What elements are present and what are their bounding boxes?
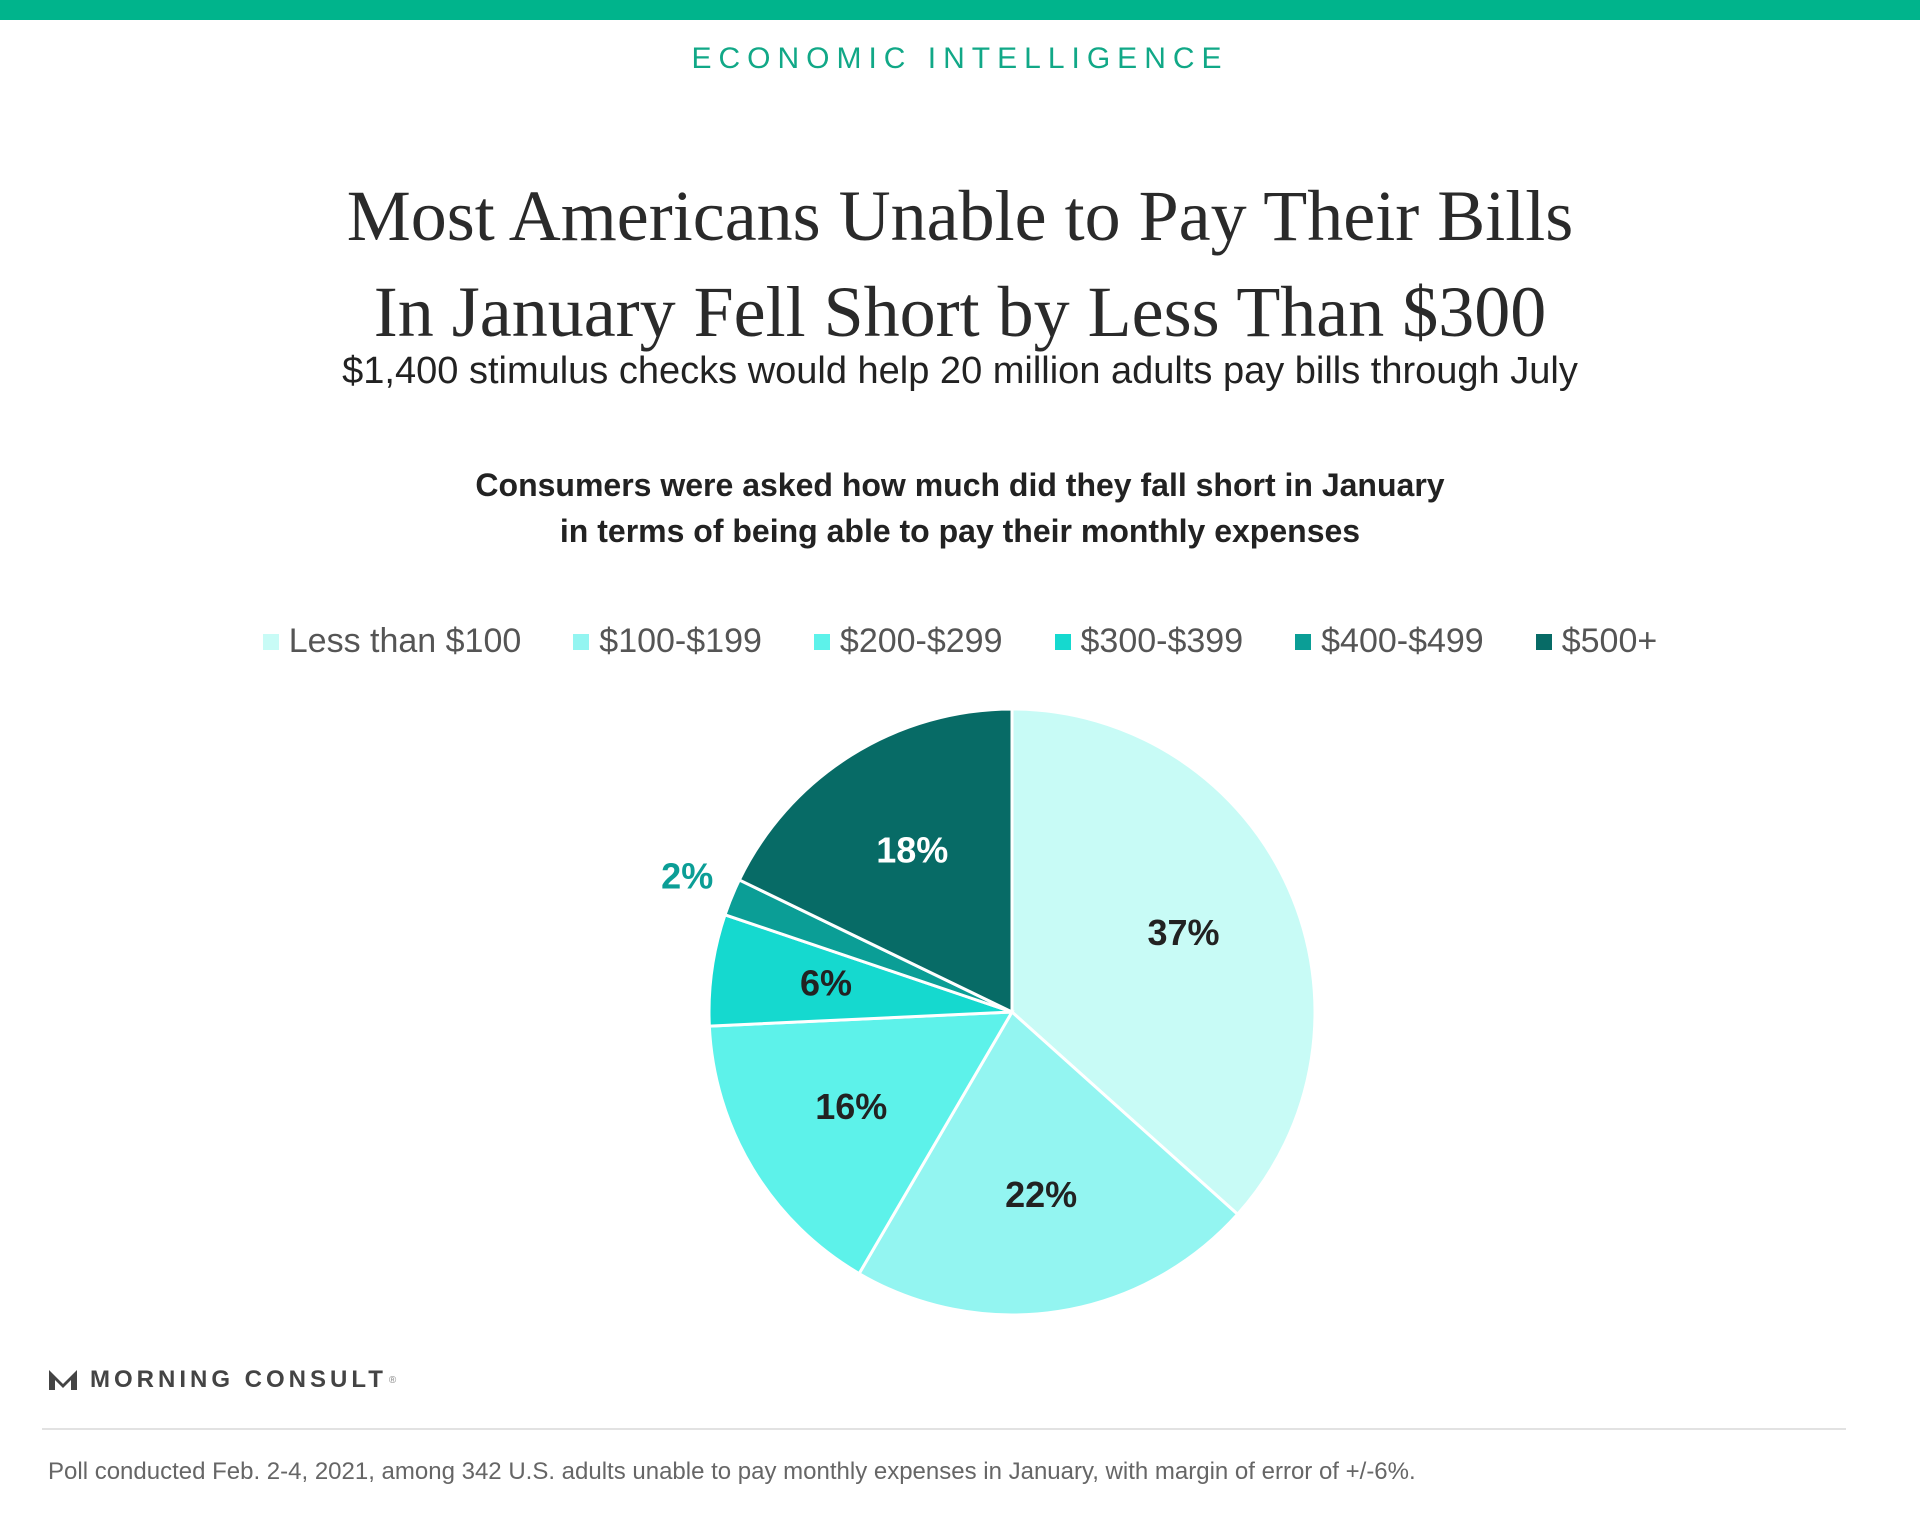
pie-slice <box>1010 707 1317 1217</box>
pie-slice <box>707 1010 1015 1276</box>
legend-item: $300-$399 <box>1054 622 1244 661</box>
legend-item: Less than $100 <box>262 622 522 661</box>
brand: MORNING CONSULT ® <box>48 1366 396 1394</box>
morning-consult-logo-icon <box>49 1370 77 1390</box>
title-line-1: Most Americans Unable to Pay Their Bills <box>346 176 1574 256</box>
pie-slice <box>737 707 1014 1015</box>
legend-label: $400-$499 <box>1321 622 1484 660</box>
legend-item: $100-$199 <box>573 622 762 661</box>
chart-title: Most Americans Unable to Pay Their Bills… <box>0 168 1920 360</box>
legend-swatch <box>1535 633 1552 650</box>
pie-slice-label: 37% <box>1148 912 1220 953</box>
pie-slice-label: 18% <box>876 829 948 870</box>
brand-registered-mark: ® <box>388 1374 397 1386</box>
title-line-2: In January Fell Short by Less Than $300 <box>373 272 1547 352</box>
legend-swatch <box>1054 633 1071 650</box>
legend-swatch <box>1295 633 1312 650</box>
footer-divider <box>42 1428 1846 1430</box>
legend-label: $200-$299 <box>839 622 1003 660</box>
legend-item: $500+ <box>1535 622 1658 661</box>
chart-question-line-2: in terms of being able to pay their mont… <box>559 513 1361 549</box>
chart-question-line-1: Consumers were asked how much did they f… <box>475 467 1445 503</box>
legend-label: Less than $100 <box>288 622 522 660</box>
chart-subtitle: $1,400 stimulus checks would help 20 mil… <box>342 350 1578 392</box>
chart-legend: Less than $100 $100-$199 $200-$299 $300-$39… <box>0 622 1920 661</box>
pie-slice-label: 22% <box>1005 1174 1077 1215</box>
chart-question: Consumers were asked how much did they f… <box>0 462 1920 554</box>
pie-slice-label: 6% <box>800 962 852 1003</box>
pie-slice-label: 2% <box>661 855 713 896</box>
legend-item: $200-$299 <box>813 622 1003 661</box>
legend-swatch <box>813 633 830 650</box>
top-accent-bar <box>0 0 1920 20</box>
legend-label: $500+ <box>1561 622 1658 660</box>
legend-label: $100-$199 <box>599 622 762 660</box>
legend-label: $300-$399 <box>1080 622 1244 660</box>
legend-swatch <box>573 633 590 650</box>
pie-slice-label: 16% <box>815 1086 887 1127</box>
legend-item: $400-$499 <box>1295 622 1484 661</box>
footnote: Poll conducted Feb. 2-4, 2021, among 342… <box>48 1458 1416 1485</box>
brand-name: MORNING CONSULT <box>90 1366 387 1393</box>
pie-slice <box>857 1009 1240 1317</box>
section-label: ECONOMIC INTELLIGENCE <box>691 42 1229 75</box>
legend-swatch <box>262 633 279 650</box>
